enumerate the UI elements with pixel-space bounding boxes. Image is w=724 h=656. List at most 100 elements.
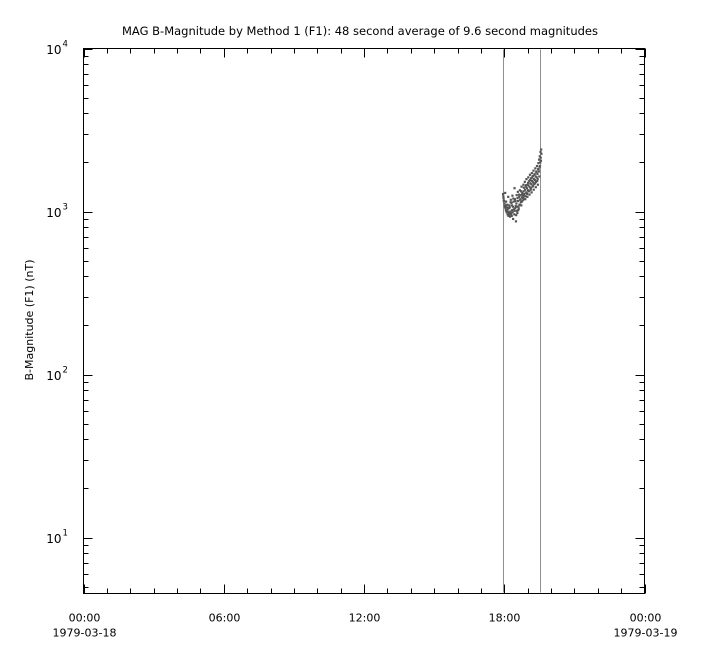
data-point: [528, 193, 531, 196]
data-point: [526, 195, 529, 198]
data-point: [508, 211, 511, 215]
data-point: [525, 187, 529, 190]
data-point: [517, 207, 520, 210]
data-point: [528, 173, 532, 176]
data-point: [506, 213, 509, 216]
data-point: [509, 198, 512, 201]
data-point: [524, 184, 528, 187]
data-point: [512, 208, 516, 211]
data-point: [540, 152, 543, 155]
data-point: [502, 196, 505, 200]
data-point: [531, 176, 534, 179]
data-point: [505, 200, 508, 203]
data-point: [514, 206, 517, 210]
data-point: [524, 198, 527, 201]
data-point: [537, 162, 540, 165]
chart-title: MAG B-Magnitude by Method 1 (F1): 48 sec…: [122, 24, 598, 38]
y-tick-label: 10: [46, 369, 61, 383]
data-point: [509, 201, 512, 204]
data-point: [521, 194, 525, 197]
data-point: [535, 171, 538, 174]
plot-frame-border: [82, 47, 646, 595]
data-point: [534, 186, 537, 189]
data-point: [523, 192, 526, 196]
data-point: [517, 209, 520, 212]
data-point: [517, 205, 520, 208]
data-point: [509, 210, 512, 213]
data-point: [522, 186, 525, 189]
data-point: [513, 209, 516, 212]
data-point: [531, 174, 534, 178]
data-point: [534, 175, 537, 178]
data-point: [538, 155, 541, 158]
data-point: [510, 213, 513, 216]
data-point: [516, 199, 520, 203]
y-axis-label: B-Magnitude (F1) (nT): [23, 260, 36, 381]
data-point: [536, 183, 540, 186]
data-point: [504, 204, 507, 207]
data-point: [537, 170, 540, 173]
data-point: [530, 191, 533, 194]
data-point: [535, 164, 539, 168]
data-point: [522, 183, 525, 186]
data-point: [516, 209, 519, 212]
data-point: [538, 175, 541, 178]
data-point: [537, 168, 540, 171]
data-point: [502, 199, 505, 202]
data-point: [516, 196, 519, 200]
data-point: [505, 211, 508, 214]
data-point: [515, 194, 518, 197]
data-series-scatter: [501, 148, 543, 223]
data-point: [510, 204, 514, 207]
data-point: [504, 191, 507, 195]
data-point: [534, 180, 538, 183]
data-point: [525, 178, 528, 181]
data-point: [522, 190, 525, 193]
x-axis-end-date: 1979-03-19: [614, 627, 678, 640]
data-point: [507, 214, 510, 217]
data-point: [516, 190, 519, 193]
data-point: [539, 156, 542, 159]
data-point: [511, 194, 514, 197]
data-point: [503, 202, 506, 205]
data-point: [525, 191, 528, 195]
data-point: [520, 185, 523, 188]
data-point: [507, 211, 510, 215]
data-point: [518, 189, 522, 192]
data-point: [502, 195, 505, 198]
data-point: [539, 150, 542, 154]
data-point: [523, 198, 526, 201]
y-tick-exponent: 4: [63, 40, 68, 50]
data-point: [539, 161, 542, 164]
data-point: [507, 195, 510, 198]
data-point: [518, 195, 521, 198]
data-point: [534, 167, 537, 170]
y-tick-label: 10: [46, 206, 61, 220]
data-point: [538, 164, 542, 168]
data-point: [511, 211, 514, 214]
x-tick-label: 00:00: [630, 612, 662, 625]
data-point: [515, 214, 518, 217]
data-point: [527, 184, 530, 187]
data-point: [514, 204, 517, 208]
data-point: [533, 173, 536, 176]
data-point: [529, 178, 532, 182]
data-point: [505, 206, 509, 209]
x-tick-label: 06:00: [209, 612, 241, 625]
y-tick-exponent: 2: [63, 366, 68, 376]
y-tick-exponent: 1: [63, 529, 68, 539]
data-point: [506, 207, 510, 210]
data-point: [532, 169, 535, 172]
interval-marker-lines: [503, 49, 541, 593]
data-point: [508, 204, 511, 207]
data-point: [513, 187, 516, 190]
data-point: [514, 199, 517, 203]
data-point: [523, 195, 526, 198]
x-tick-label: 12:00: [349, 612, 381, 625]
y-tick-exponent: 3: [63, 203, 68, 213]
data-point: [540, 148, 543, 151]
data-point: [523, 180, 526, 183]
